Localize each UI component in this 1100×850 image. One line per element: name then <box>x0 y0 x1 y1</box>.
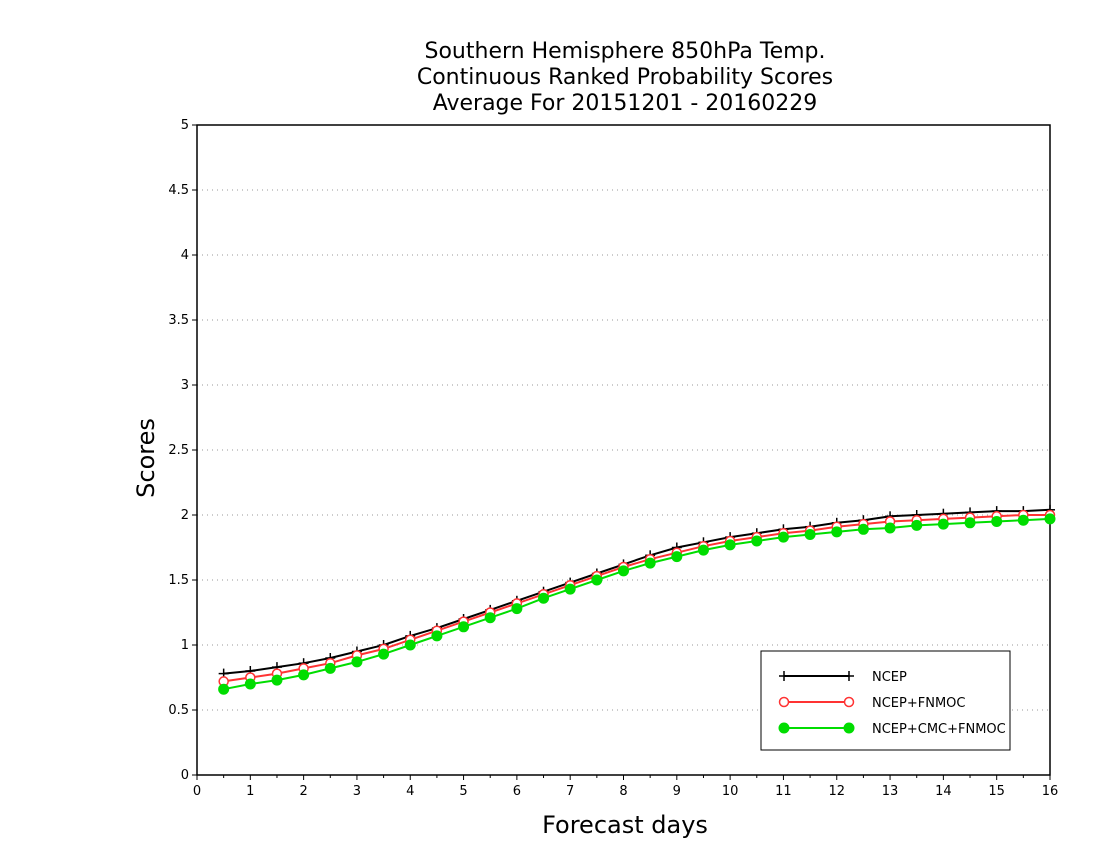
legend-label: NCEP+CMC+FNMOC <box>872 722 1006 737</box>
data-point <box>644 557 656 569</box>
y-axis-title: Scores <box>132 418 160 498</box>
x-tick-label: 8 <box>619 784 627 799</box>
x-tick-label: 12 <box>828 784 845 799</box>
legend-marker <box>843 722 855 734</box>
data-point <box>564 583 576 595</box>
x-tick-label: 14 <box>935 784 952 799</box>
data-point <box>431 630 443 642</box>
legend-marker <box>778 696 790 708</box>
y-tick-label: 0.5 <box>168 703 189 718</box>
data-point <box>964 517 976 529</box>
data-point <box>511 603 523 615</box>
title-line-3: Average For 20151201 - 20160229 <box>433 91 818 116</box>
y-tick-label: 0 <box>181 768 189 783</box>
x-tick-label: 5 <box>459 784 467 799</box>
grid <box>197 189 1050 711</box>
x-tick-label: 15 <box>988 784 1005 799</box>
data-point <box>591 574 603 586</box>
title-line-2: Continuous Ranked Probability Scores <box>417 65 833 90</box>
x-tick-label: 10 <box>722 784 739 799</box>
legend-marker <box>779 671 789 681</box>
x-tick-label: 0 <box>193 784 201 799</box>
x-axis-ticks: 0 1 2 3 4 5 6 7 8 9 10 11 12 13 14 15 16 <box>193 775 1058 799</box>
x-axis-title: Forecast days <box>542 811 708 839</box>
data-point <box>1017 514 1029 526</box>
data-point <box>751 535 763 547</box>
y-tick-label: 2.5 <box>168 443 189 458</box>
chart-title: Southern Hemisphere 850hPa Temp. Continu… <box>417 39 833 116</box>
x-tick-label: 2 <box>299 784 307 799</box>
x-tick-label: 1 <box>246 784 254 799</box>
x-tick-label: 6 <box>513 784 521 799</box>
data-point <box>1044 513 1056 525</box>
legend-marker <box>778 722 790 734</box>
legend: NCEP NCEP+FNMOC NCEP+CMC+FNMOC <box>760 650 1011 751</box>
data-point <box>351 656 363 668</box>
data-point <box>458 621 470 633</box>
y-tick-label: 3 <box>181 378 189 393</box>
data-point <box>937 518 949 530</box>
legend-marker <box>844 671 854 681</box>
x-tick-label: 13 <box>882 784 899 799</box>
x-tick-label: 16 <box>1042 784 1059 799</box>
data-point <box>804 529 816 540</box>
x-tick-label: 3 <box>353 784 361 799</box>
data-point <box>671 551 683 563</box>
data-point <box>884 522 896 534</box>
x-tick-label: 7 <box>566 784 574 799</box>
y-tick-label: 1.5 <box>168 573 189 588</box>
y-tick-label: 5 <box>181 118 189 133</box>
x-tick-label: 4 <box>406 784 414 799</box>
data-point <box>777 531 789 543</box>
data-point <box>724 539 736 551</box>
data-point <box>911 519 923 531</box>
legend-box <box>760 650 1011 751</box>
data-point <box>378 648 390 660</box>
y-axis-ticks: 0 0.5 1 1.5 2 2.5 3 3.5 4 4.5 5 <box>168 118 197 783</box>
data-point <box>857 523 869 535</box>
data-point <box>298 669 310 681</box>
legend-marker <box>843 696 855 708</box>
legend-label: NCEP+FNMOC <box>872 696 965 711</box>
data-point <box>538 592 550 604</box>
data-point <box>484 612 496 624</box>
legend-label: NCEP <box>872 670 907 685</box>
title-line-1: Southern Hemisphere 850hPa Temp. <box>425 39 826 64</box>
data-point <box>618 565 629 577</box>
data-point <box>831 526 843 538</box>
data-point <box>324 662 336 674</box>
x-tick-label: 9 <box>673 784 681 799</box>
x-tick-label: 11 <box>775 784 792 799</box>
series-2 <box>218 513 1056 695</box>
series-line <box>223 508 1051 675</box>
data-point <box>404 639 416 651</box>
y-tick-label: 3.5 <box>168 313 189 328</box>
data-point <box>244 678 256 690</box>
series-layer <box>218 504 1056 695</box>
data-point <box>991 516 1003 527</box>
data-point <box>271 674 283 686</box>
y-tick-label: 4.5 <box>168 183 189 198</box>
y-tick-label: 4 <box>181 248 189 263</box>
data-point <box>697 544 709 556</box>
y-tick-label: 2 <box>181 508 189 523</box>
y-tick-label: 1 <box>181 638 189 653</box>
data-point <box>218 683 230 695</box>
